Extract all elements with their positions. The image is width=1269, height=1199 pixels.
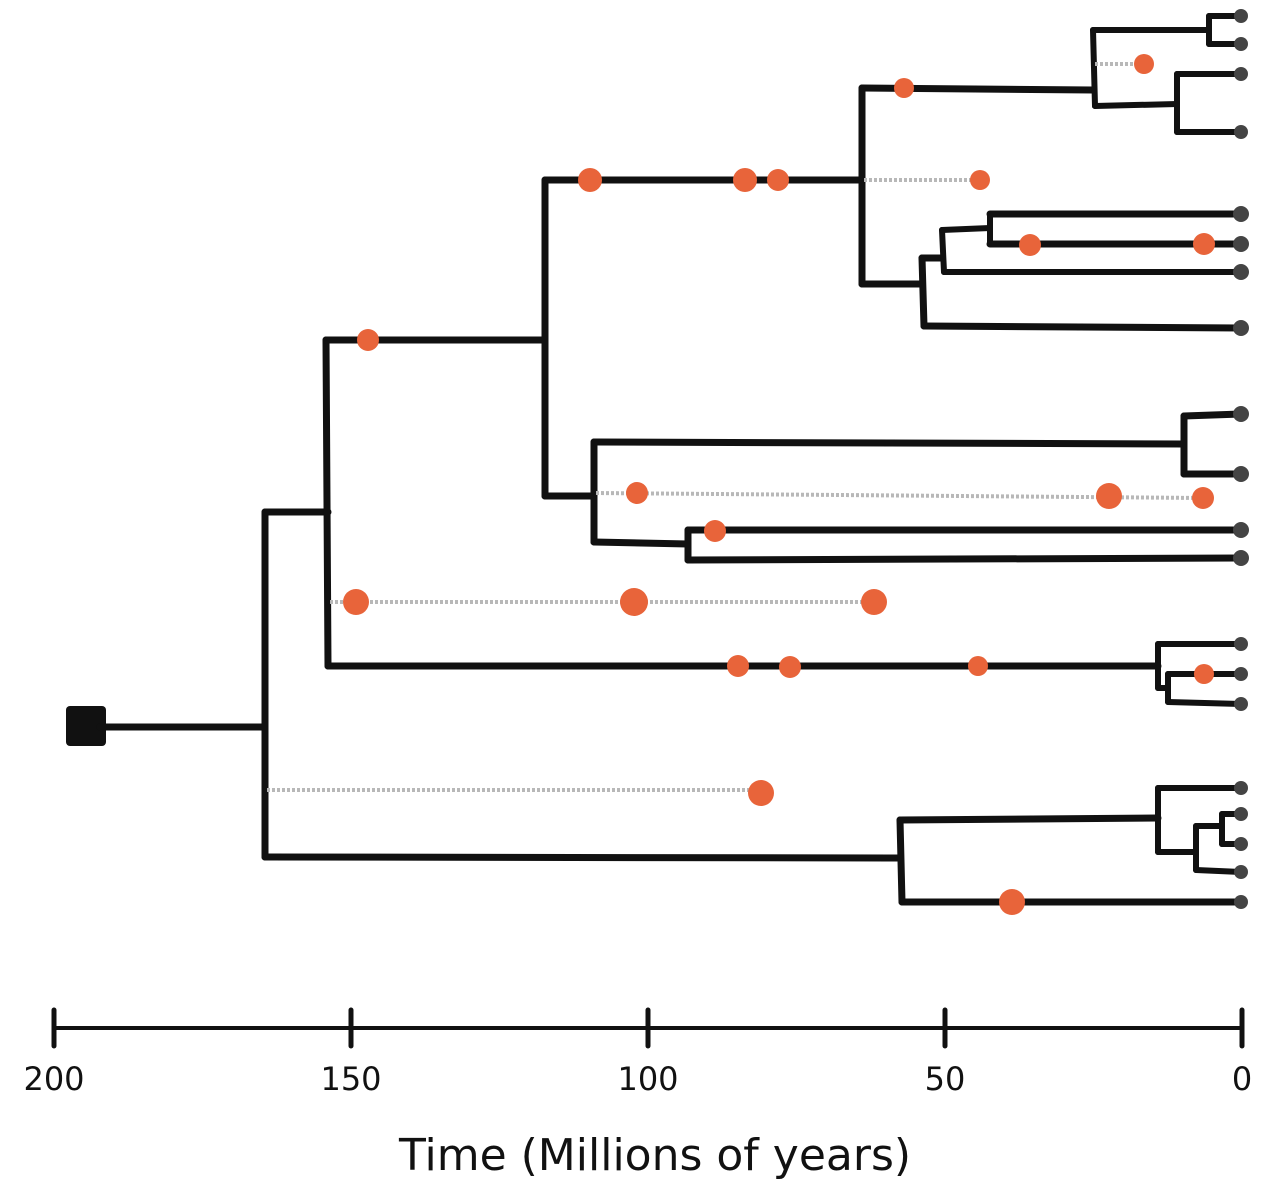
branch-108-lower — [590, 538, 692, 548]
tip-branch-8 — [920, 322, 1245, 332]
event-marker — [1096, 483, 1122, 509]
event-marker — [357, 329, 379, 351]
tip-dot — [1234, 781, 1248, 795]
tip-dot — [1234, 807, 1248, 821]
branch-57-upper — [896, 814, 1162, 824]
tip-dot — [1233, 320, 1249, 336]
tip-dot — [1234, 865, 1248, 879]
branch-165-lower — [261, 853, 904, 862]
split-152-vertical — [322, 336, 332, 670]
axis-tick-label: 0 — [1232, 1060, 1252, 1098]
event-marker — [343, 589, 369, 615]
event-markers — [343, 54, 1215, 915]
tip-branch-19 — [1193, 867, 1244, 875]
event-marker — [727, 655, 749, 677]
tip-dot — [1233, 406, 1249, 422]
split-54-vertical — [918, 254, 928, 330]
tip-dot — [1234, 697, 1248, 711]
branch-108-upper — [590, 438, 1188, 448]
event-marker — [861, 589, 887, 615]
tip-dot — [1233, 466, 1249, 482]
extant-tips — [1233, 9, 1249, 909]
tip-dot — [1234, 637, 1248, 651]
tip-dot — [1233, 522, 1249, 538]
tip-dot — [1234, 667, 1248, 681]
axis-tick-label: 150 — [320, 1060, 381, 1098]
tip-dot — [1233, 236, 1249, 252]
axis-tick-label: 200 — [23, 1060, 84, 1098]
event-marker — [1019, 234, 1041, 256]
branch-50-upper — [939, 225, 993, 233]
split-50-vertical — [939, 227, 947, 275]
tip-dot — [1234, 895, 1248, 909]
tip-branch-12 — [684, 554, 1245, 564]
event-marker — [1192, 487, 1214, 509]
axis-tick-label: 100 — [617, 1060, 678, 1098]
event-marker — [1193, 233, 1215, 255]
time-axis: 200 150 100 50 0 Time (Millions of years) — [23, 1007, 1252, 1181]
axis-title: Time (Millions of years) — [398, 1130, 911, 1181]
tip-dot — [1234, 37, 1248, 51]
split-25-vertical — [1090, 27, 1098, 109]
event-marker — [626, 482, 648, 504]
tip-dot — [1234, 9, 1248, 23]
event-marker — [894, 78, 914, 98]
tip-dot — [1234, 67, 1248, 81]
tip-dot — [1233, 264, 1249, 280]
event-marker — [779, 656, 801, 678]
event-marker — [1134, 54, 1154, 74]
event-marker — [1194, 664, 1214, 684]
event-marker — [578, 168, 602, 192]
event-marker — [748, 780, 774, 806]
axis-tick-label: 50 — [925, 1060, 966, 1098]
event-marker — [970, 170, 990, 190]
event-marker — [999, 889, 1025, 915]
tip-branch-9 — [1180, 410, 1245, 420]
event-marker — [620, 588, 648, 616]
tip-dot — [1233, 206, 1249, 222]
event-marker — [704, 520, 726, 542]
event-marker — [733, 168, 757, 192]
split-57-vertical — [896, 816, 906, 906]
event-marker — [968, 656, 988, 676]
tip-dot — [1233, 550, 1249, 566]
event-marker — [767, 169, 789, 191]
branch-25-lower — [1092, 101, 1180, 109]
tip-branch-15 — [1165, 699, 1244, 707]
root-square — [66, 706, 106, 746]
tip-dot — [1234, 125, 1248, 139]
axis-ticks: 200 150 100 50 0 — [23, 1007, 1252, 1098]
tip-dot — [1234, 837, 1248, 851]
